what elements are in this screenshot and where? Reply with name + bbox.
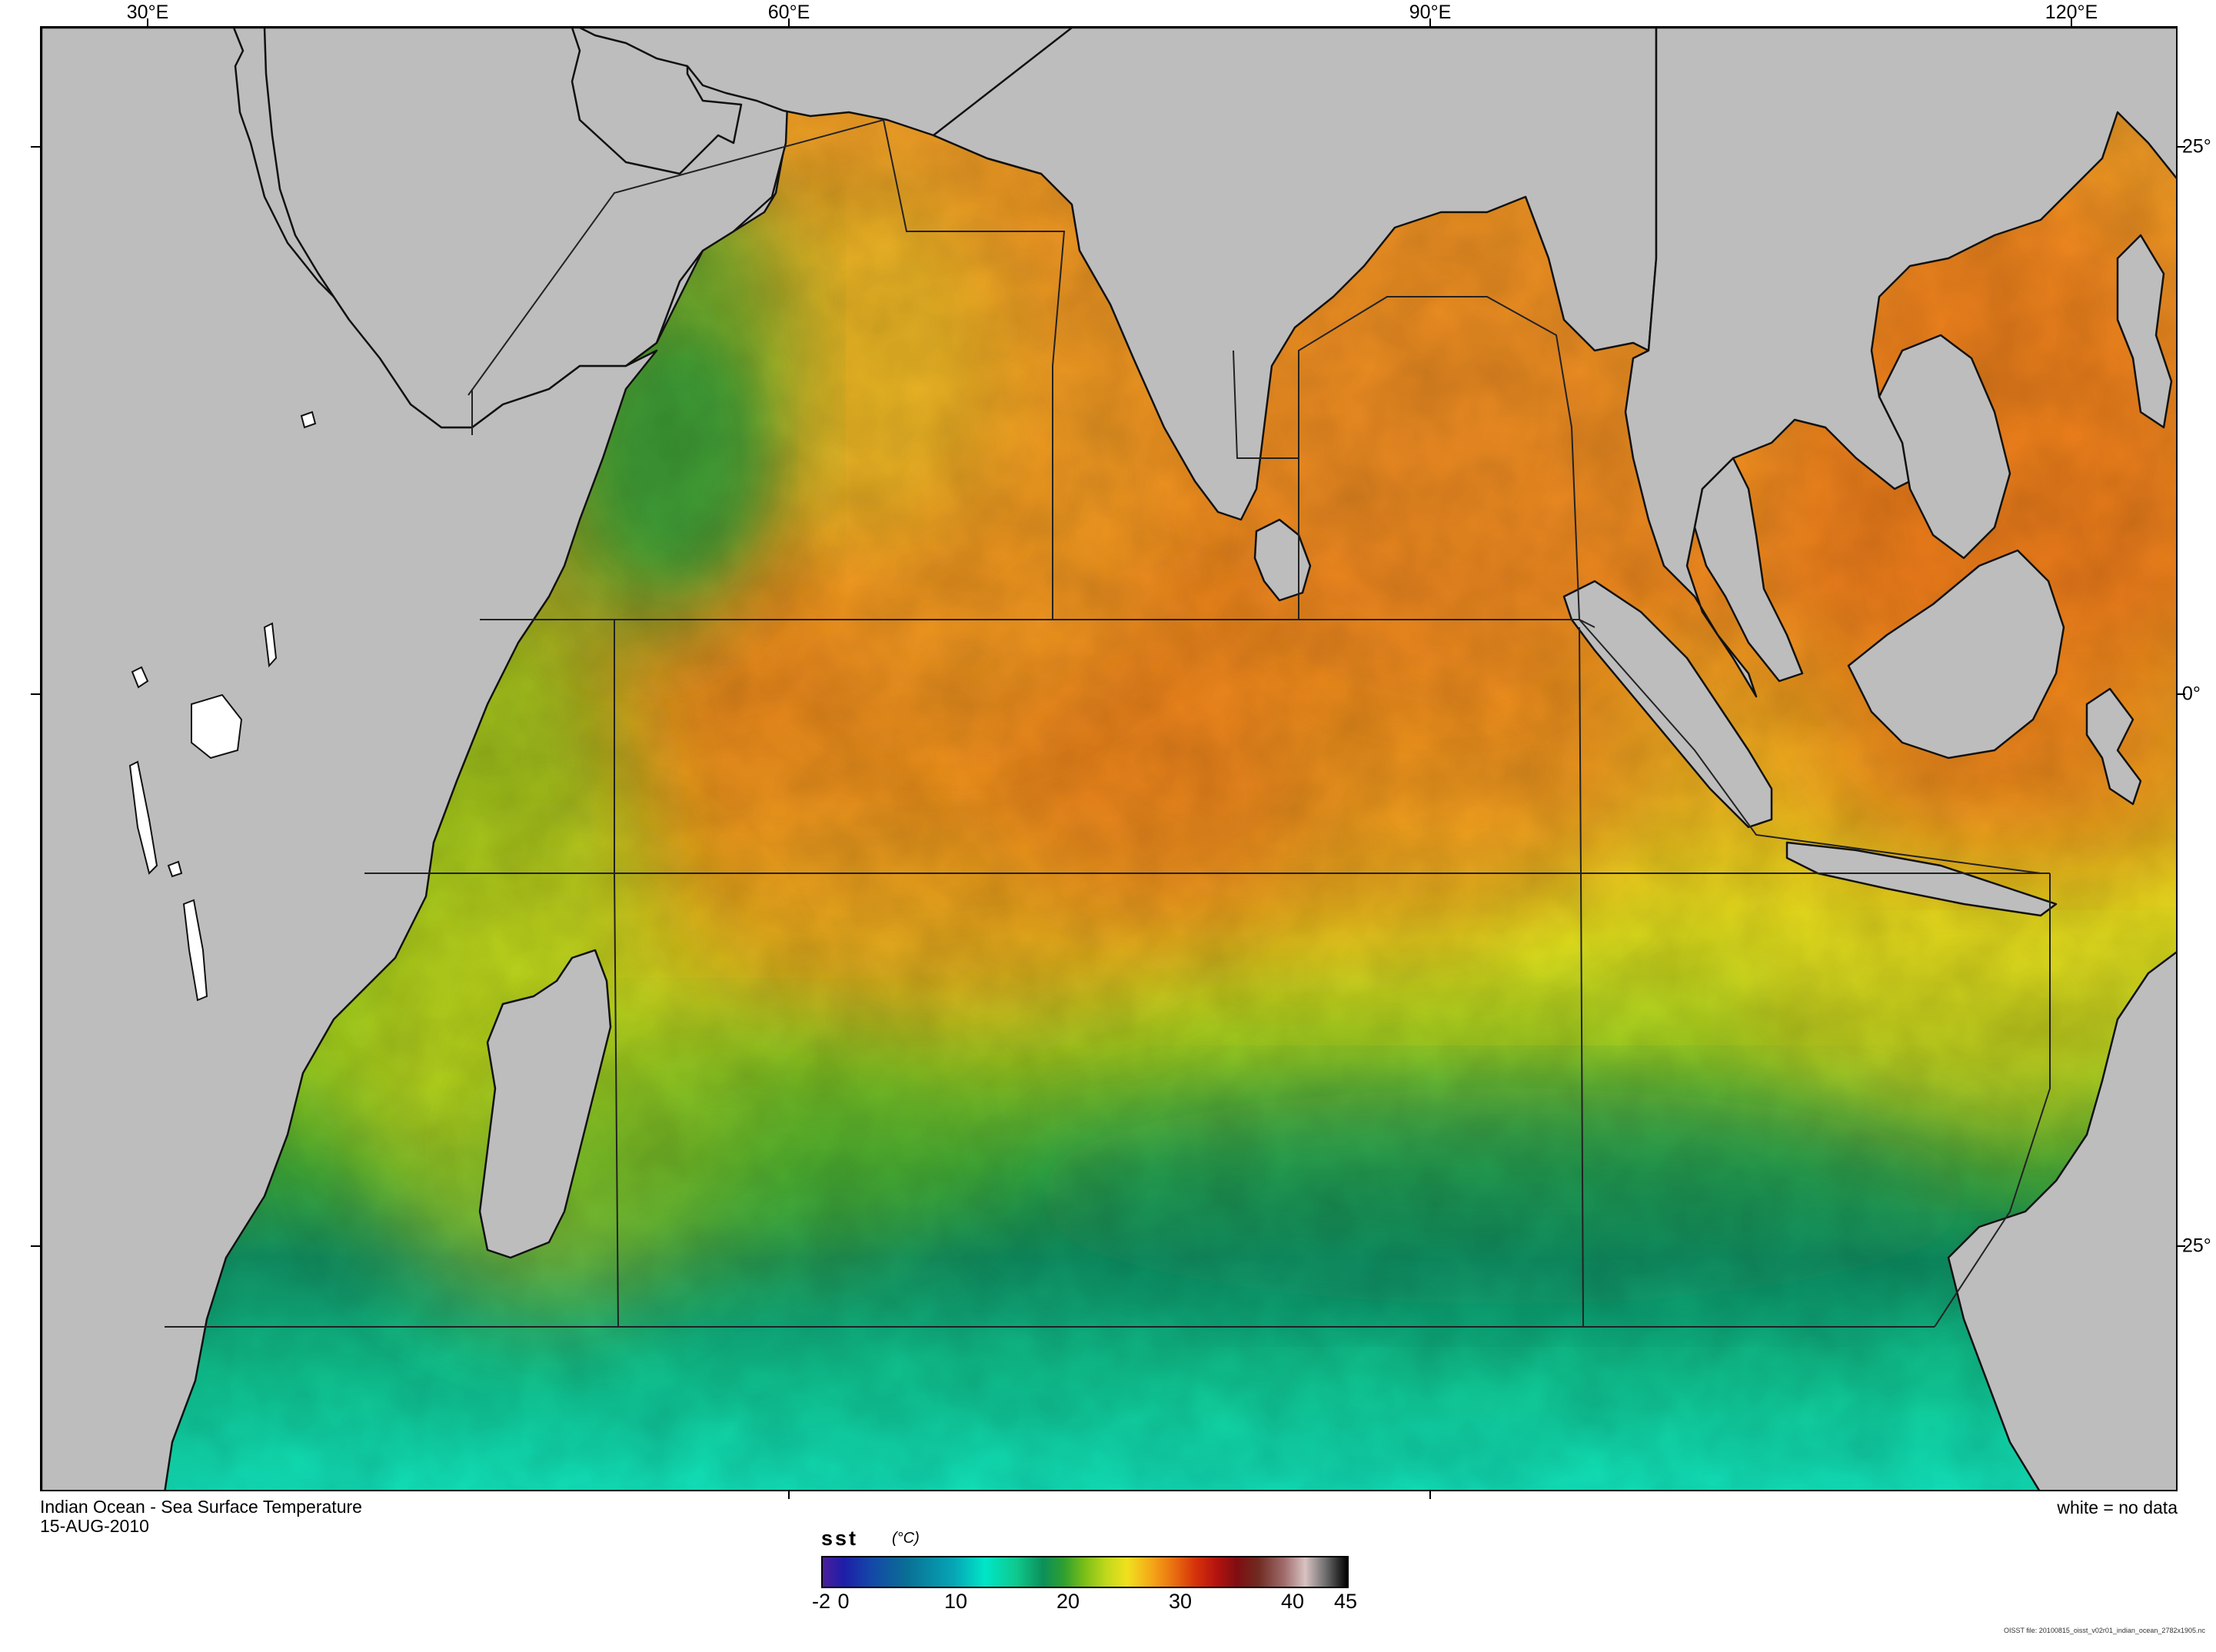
land-arabian-peninsula (263, 28, 789, 429)
lon-tick (1429, 1490, 1431, 1499)
lat-tick (2176, 693, 2185, 695)
colorbar-variable: sst (821, 1527, 859, 1550)
boundary-east-coast (1934, 873, 2051, 1328)
map-title-text: Indian Ocean - Sea Surface Temperature (40, 1497, 362, 1517)
lat-label-25n: 25° (2182, 135, 2211, 158)
land-borneo (1847, 549, 2065, 760)
region-boundaries (165, 118, 2051, 1328)
land-java (1785, 841, 2058, 917)
colorbar-tick: 20 (1056, 1590, 1080, 1613)
lat-tick (2176, 146, 2185, 148)
boundary-bay-of-bengal (1233, 296, 1580, 620)
colorbar (821, 1556, 1349, 1588)
lake-victoria (191, 693, 243, 760)
land-malay-peninsula (1693, 457, 1804, 683)
sst-map-canvas (42, 28, 2176, 1490)
lat-tick (31, 1245, 40, 1247)
land-sri-lanka (1253, 518, 1312, 602)
file-note: OISST file: 20100815_oisst_v02r01_indian… (2003, 1627, 2205, 1634)
colorbar-tick: 40 (1280, 1590, 1305, 1613)
lat-label-25s: 25° (2182, 1235, 2211, 1257)
map-title: Indian Ocean - Sea Surface Temperature 1… (40, 1497, 362, 1536)
lat-tick (31, 693, 40, 695)
land-australia (1947, 951, 2176, 1490)
land-philippines (2116, 234, 2173, 429)
boundary-arabian-sea (467, 118, 1066, 620)
colorbar-tick: -2 (811, 1590, 831, 1613)
lake-turkana (263, 622, 278, 668)
land (42, 28, 2176, 1490)
land-se-asia (1624, 28, 2176, 698)
map-date: 15-AUG-2010 (40, 1516, 149, 1536)
lon-tick (1429, 18, 1431, 28)
land-indochina (1878, 334, 2011, 560)
lake-malawi (182, 899, 208, 1002)
boundary-indonesia (1579, 619, 2050, 874)
lon-tick (2071, 18, 2072, 28)
land-sumatra (1562, 580, 1773, 829)
no-data-note: white = no data (2057, 1497, 2178, 1517)
lat-label-0: 0° (2182, 683, 2201, 705)
lon-tick (147, 18, 148, 28)
land-sulawesi (2085, 687, 2142, 806)
colorbar-tick: 0 (837, 1590, 850, 1613)
colorbar-tick: 10 (943, 1590, 968, 1613)
colorbar-tick: 30 (1168, 1590, 1193, 1613)
lat-tick (31, 146, 40, 148)
lake-small (167, 860, 183, 878)
lake-tanganyika (128, 760, 158, 875)
land-madagascar (478, 949, 612, 1259)
lakes-no-data (128, 411, 317, 1002)
land-india (932, 28, 1658, 521)
lake-small (131, 666, 149, 689)
lat-tick (2176, 1245, 2185, 1247)
lon-tick (788, 1490, 790, 1499)
lake-small (300, 411, 317, 429)
sst-map (40, 26, 2178, 1491)
colorbar-units: (°C) (892, 1530, 920, 1547)
lon-tick (788, 18, 790, 28)
colorbar-tick: 45 (1333, 1590, 1358, 1613)
